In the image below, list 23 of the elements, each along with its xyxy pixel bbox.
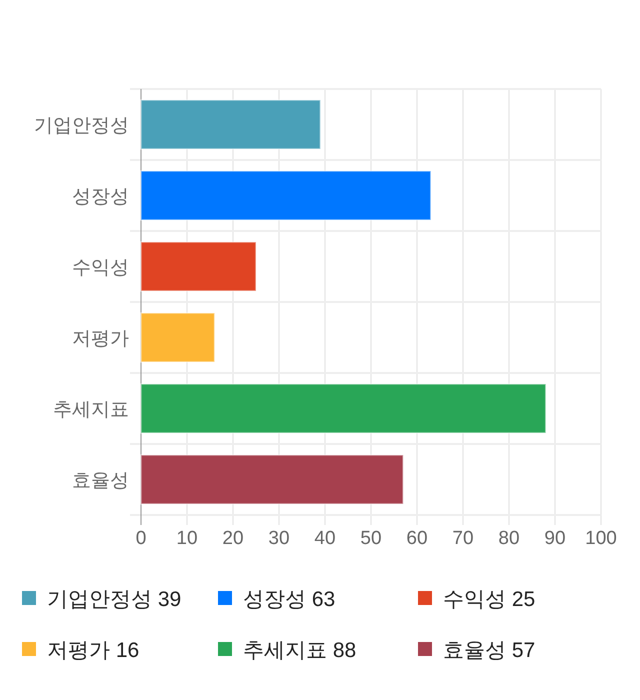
x-tick-label: 70 (452, 528, 474, 549)
x-tick-label: 100 (585, 528, 617, 549)
x-tick-label: 20 (222, 528, 244, 549)
x-tick-label: 10 (176, 528, 198, 549)
category-label: 효율성 (72, 470, 129, 492)
legend-label: 수익성 25 (443, 588, 536, 611)
legend-label: 효율성 57 (443, 639, 536, 662)
x-tick-label: 90 (544, 528, 566, 549)
category-label: 저평가 (72, 328, 129, 350)
x-tick-label: 40 (314, 528, 336, 549)
category-label: 추세지표 (53, 400, 129, 420)
category-label: 성장성 (72, 186, 129, 208)
legend-label: 기업안정성 39 (47, 588, 182, 611)
legend-label: 성장성 63 (243, 588, 336, 611)
x-tick-label: 0 (136, 528, 146, 549)
category-label: 기업안정성 (34, 116, 129, 136)
category-label: 수익성 (72, 258, 129, 278)
legend-label: 저평가 16 (47, 639, 140, 662)
x-tick-label: 60 (406, 528, 428, 549)
x-tick-label: 30 (268, 528, 290, 549)
legend-label: 추세지표 88 (243, 639, 356, 662)
x-tick-label: 50 (360, 528, 382, 549)
x-tick-label: 80 (498, 528, 520, 549)
